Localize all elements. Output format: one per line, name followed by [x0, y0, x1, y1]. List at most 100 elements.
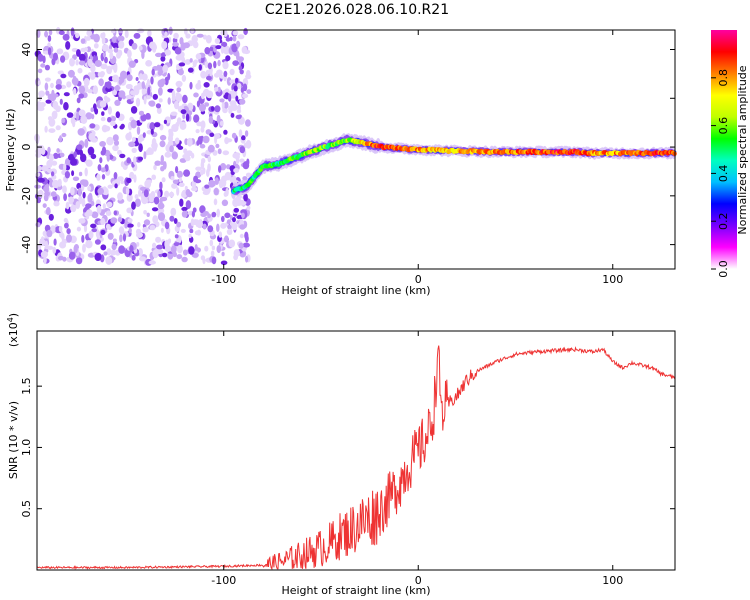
- noise-cell: [207, 62, 213, 70]
- noise-cell: [117, 192, 123, 201]
- noise-cell: [237, 34, 245, 40]
- noise-cell: [42, 55, 46, 64]
- snr-x-tick-label: 0: [415, 574, 422, 587]
- noise-cell: [104, 56, 108, 64]
- noise-cell: [125, 186, 130, 196]
- noise-cell: [233, 207, 240, 213]
- noise-cell: [51, 160, 58, 166]
- noise-cell: [236, 82, 242, 90]
- noise-cell: [101, 174, 106, 180]
- noise-cell: [142, 132, 146, 139]
- noise-cell: [66, 234, 72, 243]
- noise-cell: [100, 167, 106, 173]
- noise-cell: [155, 236, 162, 243]
- noise-cell: [157, 212, 166, 222]
- noise-cell: [239, 158, 245, 163]
- noise-cell: [131, 201, 136, 210]
- noise-cell: [153, 164, 157, 171]
- noise-cell: [136, 28, 145, 34]
- noise-cell: [173, 218, 178, 224]
- noise-cell: [111, 243, 117, 251]
- noise-cell: [147, 29, 152, 37]
- noise-cell: [170, 207, 177, 217]
- noise-cell: [105, 223, 111, 230]
- noise-cell: [130, 90, 136, 96]
- noise-cell: [100, 63, 108, 70]
- noise-cell: [45, 99, 52, 104]
- noise-cell: [229, 36, 233, 42]
- noise-cell: [229, 68, 235, 76]
- noise-cell: [205, 34, 212, 44]
- noise-cell: [137, 135, 143, 144]
- noise-cell: [239, 224, 246, 230]
- noise-cell: [68, 196, 75, 204]
- noise-cell: [101, 111, 105, 116]
- noise-cell: [170, 111, 178, 116]
- noise-cell: [95, 229, 100, 239]
- noise-cell: [164, 151, 172, 158]
- noise-cell: [45, 207, 51, 216]
- noise-cell: [174, 234, 179, 239]
- noise-cell: [111, 36, 118, 43]
- noise-cell: [152, 242, 157, 249]
- snr-exponent-label: (x104): [6, 313, 20, 347]
- noise-cell: [219, 98, 225, 103]
- noise-cell: [176, 221, 182, 228]
- noise-cell: [146, 179, 153, 184]
- noise-cell: [187, 67, 194, 73]
- noise-cell: [91, 51, 98, 57]
- noise-cell: [41, 165, 49, 172]
- noise-cell: [86, 29, 92, 37]
- noise-cell: [97, 187, 104, 195]
- noise-cell: [215, 143, 220, 149]
- noise-cell: [37, 68, 43, 74]
- spectrogram-y-label: Frequency (Hz): [4, 109, 17, 192]
- noise-cell: [189, 228, 194, 234]
- noise-cell: [173, 100, 180, 110]
- noise-cell: [155, 52, 163, 58]
- noise-cell: [182, 112, 186, 120]
- noise-cell: [164, 221, 170, 230]
- noise-cell: [184, 59, 191, 65]
- noise-cell: [100, 244, 107, 251]
- noise-cell: [223, 70, 228, 77]
- noise-cell: [112, 238, 117, 243]
- noise-cell: [151, 174, 156, 180]
- noise-cell: [78, 218, 86, 224]
- noise-cell: [177, 145, 184, 150]
- noise-cell: [151, 68, 155, 76]
- noise-cell: [101, 146, 107, 155]
- noise-cell: [162, 161, 167, 170]
- noise-cell: [160, 55, 166, 62]
- noise-cell: [214, 38, 221, 44]
- noise-cell: [97, 72, 102, 77]
- noise-cell: [180, 228, 186, 233]
- noise-cell: [85, 112, 93, 120]
- noise-cell: [220, 260, 228, 266]
- noise-cell: [142, 198, 149, 204]
- noise-cell: [112, 42, 120, 49]
- noise-cell: [37, 106, 45, 112]
- noise-cell: [40, 251, 49, 258]
- spectrogram-x-ticks: -100 0 100: [211, 30, 623, 286]
- noise-cell: [149, 41, 156, 49]
- noise-cell: [236, 40, 241, 48]
- noise-cell: [100, 229, 106, 235]
- noise-cell: [35, 172, 41, 178]
- noise-cell: [241, 135, 246, 141]
- noise-cell: [118, 40, 125, 49]
- noise-cell: [130, 106, 138, 114]
- noise-cell: [240, 87, 245, 93]
- noise-cell: [141, 50, 145, 59]
- noise-cell: [118, 245, 125, 254]
- noise-cell: [170, 245, 177, 254]
- noise-cell: [220, 178, 225, 184]
- snr-panel: -100 0 100 0.5 1.0 1.5 Height of straight li…: [6, 313, 676, 597]
- noise-cell: [231, 132, 237, 139]
- noise-cell: [225, 138, 233, 143]
- noise-cell: [77, 67, 83, 74]
- noise-cell: [90, 200, 95, 207]
- noise-cell: [44, 82, 49, 91]
- snr-frame: [36, 330, 676, 571]
- noise-cell: [244, 231, 249, 240]
